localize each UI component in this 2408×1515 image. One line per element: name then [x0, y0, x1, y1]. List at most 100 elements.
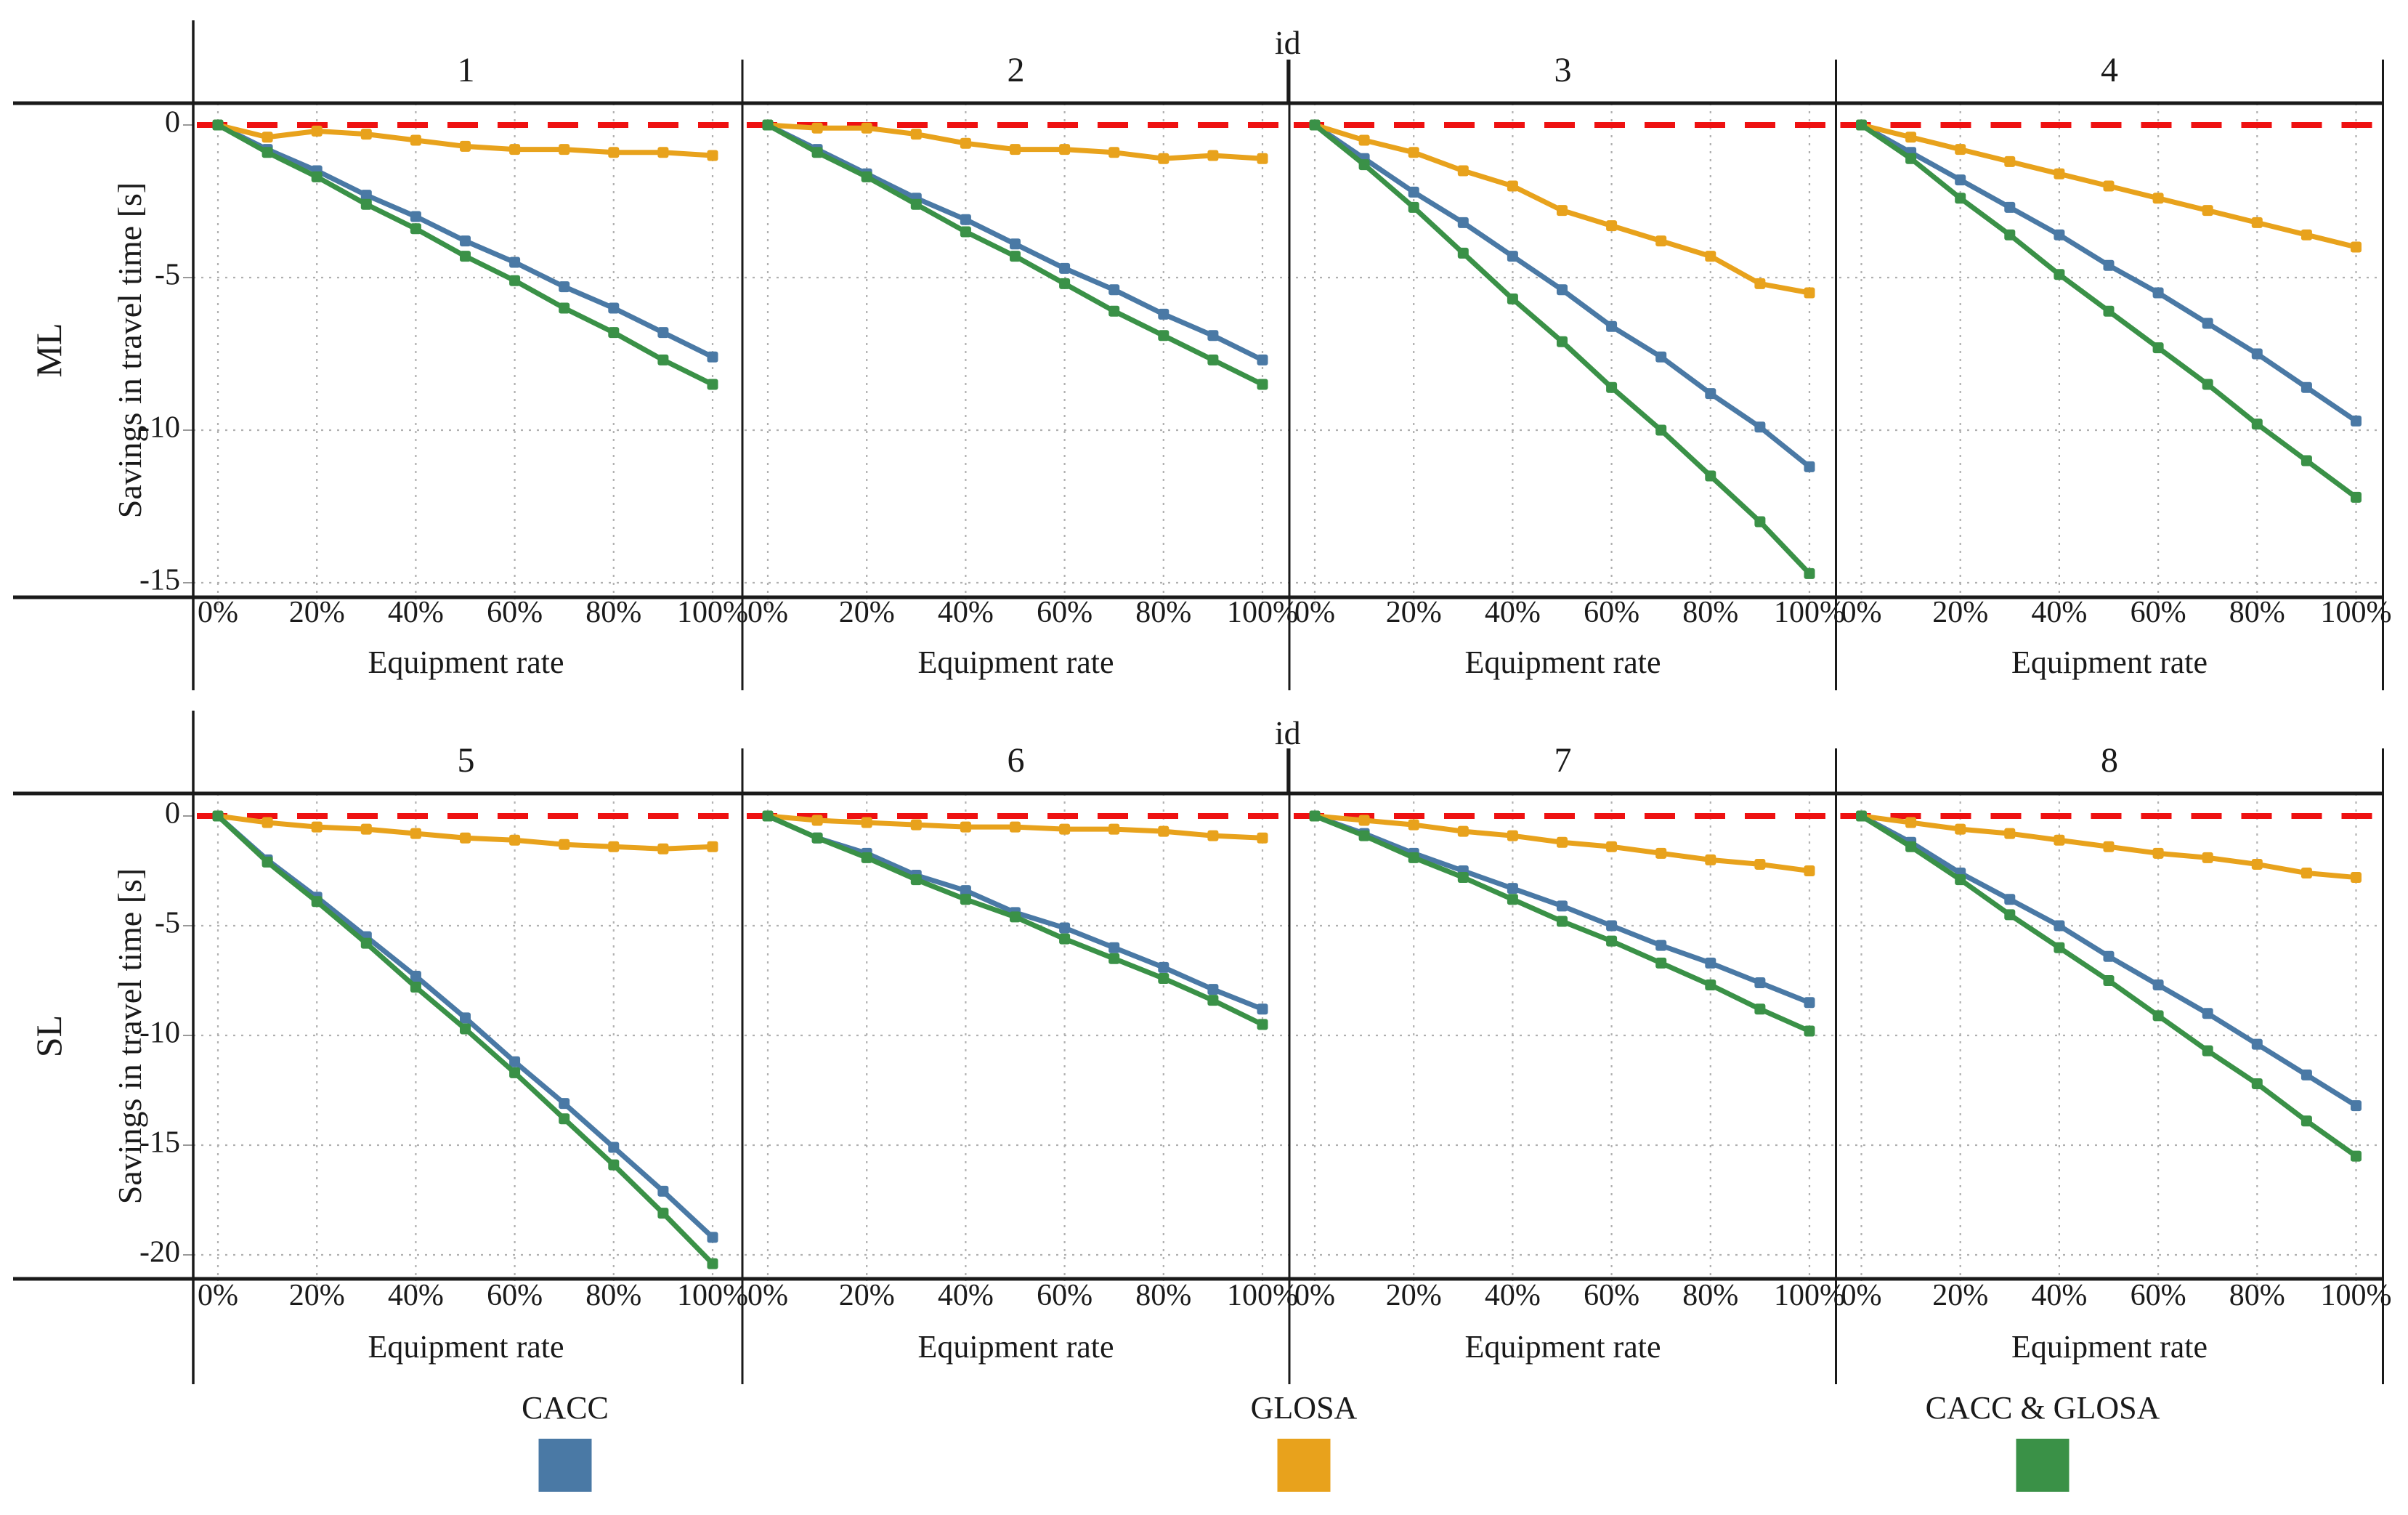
facet-panel-3: 0% 20% 40% 60% 80% 100% 3: [1294, 51, 1845, 629]
series-markers-cacc-glosa: [1309, 119, 1815, 579]
x-tick-label: 80%: [2229, 1279, 2285, 1312]
data-point: [1457, 825, 1469, 837]
data-point: [861, 122, 872, 134]
data-point: [1358, 830, 1370, 841]
x-tick-label: 60%: [1037, 596, 1092, 629]
x-tick-label: 0%: [1294, 1279, 1335, 1312]
data-point: [1655, 351, 1667, 363]
y-tick-label: -15: [139, 564, 180, 597]
x-axis-title: Equipment rate: [1464, 645, 1661, 680]
data-point: [212, 810, 224, 822]
data-point: [509, 256, 521, 268]
data-point: [1207, 830, 1219, 841]
x-tick-label: 40%: [938, 596, 994, 629]
data-point: [1557, 284, 1568, 296]
x-tick-label: 40%: [1485, 1279, 1541, 1312]
data-point: [1655, 235, 1667, 247]
data-point: [2202, 1045, 2213, 1057]
data-point: [1207, 330, 1219, 342]
data-point: [2202, 379, 2213, 390]
data-point: [2351, 1100, 2362, 1112]
x-tick-label: 20%: [839, 1279, 895, 1312]
data-point: [1507, 883, 1518, 894]
data-point: [311, 896, 323, 908]
legend-swatch-glosa: [1277, 1439, 1331, 1492]
data-point: [2202, 318, 2213, 329]
data-point: [559, 839, 570, 850]
x-tick-label: 80%: [1682, 596, 1738, 629]
legend: CACC GLOSA CACC & GLOSA: [522, 1390, 2160, 1492]
x-tick-label: 0%: [747, 596, 788, 629]
x-tick-label: 0%: [198, 596, 238, 629]
data-point: [1010, 144, 1021, 155]
data-point: [1955, 144, 1966, 155]
data-point: [2054, 942, 2065, 953]
facet-title: 7: [1554, 741, 1572, 780]
data-point: [1158, 308, 1169, 320]
data-point: [509, 1056, 521, 1067]
data-point: [2251, 217, 2263, 228]
data-point: [1955, 193, 1966, 204]
data-point: [2300, 381, 2312, 393]
data-point: [1257, 379, 1268, 390]
x-tick-label: 100%: [1774, 596, 1845, 629]
legend-swatch-cacc-glosa: [2016, 1439, 2069, 1492]
data-point: [861, 817, 872, 828]
data-point: [2152, 193, 2164, 204]
data-point: [2251, 419, 2263, 430]
data-point: [1905, 153, 1917, 164]
data-point: [1158, 153, 1169, 164]
data-point: [410, 982, 421, 993]
data-point: [360, 190, 372, 201]
x-tick-label: 0%: [747, 1279, 788, 1312]
data-point: [1059, 144, 1071, 155]
data-point: [1856, 119, 1867, 131]
x-tick-label: 60%: [1584, 596, 1639, 629]
data-point: [657, 147, 669, 158]
data-point: [1108, 284, 1120, 296]
series-markers-glosa: [762, 119, 1268, 164]
data-point: [2251, 348, 2263, 360]
facet-title: 8: [2101, 741, 2118, 780]
x-tick-label: 60%: [487, 1279, 543, 1312]
x-tick-label: 0%: [1841, 596, 1882, 629]
data-point: [960, 885, 971, 897]
x-axis-title: Equipment rate: [1464, 1329, 1661, 1365]
data-point: [910, 819, 922, 831]
x-axis-title: Equipment rate: [368, 645, 564, 680]
data-point: [1108, 305, 1120, 317]
data-point: [1655, 424, 1667, 436]
data-point: [1754, 278, 1766, 289]
data-point: [2103, 305, 2115, 317]
data-point: [1905, 817, 1917, 828]
data-point: [1408, 819, 1419, 831]
data-point: [311, 821, 323, 833]
data-point: [608, 327, 620, 339]
data-point: [1358, 815, 1370, 826]
data-point: [559, 1098, 570, 1110]
data-point: [707, 150, 718, 161]
data-point: [1705, 854, 1716, 865]
data-point: [262, 856, 273, 868]
data-point: [311, 171, 323, 182]
series-markers-cacc-glosa: [212, 119, 718, 390]
data-point: [960, 821, 971, 833]
data-point: [2004, 909, 2016, 921]
x-tick-label: 40%: [2031, 596, 2087, 629]
data-point: [657, 327, 669, 339]
data-point: [1158, 972, 1169, 984]
facet-row-ml: 0-5-10-150% 20% 40% 60% 80% 100%10% 20% 40% 60% 8…: [13, 20, 2392, 690]
data-point: [262, 147, 273, 158]
data-point: [262, 132, 273, 143]
data-point: [1955, 874, 1966, 886]
x-tick-label: 100%: [677, 1279, 748, 1312]
x-tick-label: 40%: [1485, 596, 1541, 629]
facet-panel-2: 0% 20% 40% 60% 80% 100% 2: [747, 51, 1298, 629]
series-markers-cacc-glosa: [1856, 119, 2362, 503]
data-point: [2103, 950, 2115, 962]
data-point: [2054, 269, 2065, 280]
data-point: [861, 171, 872, 182]
data-point: [509, 834, 521, 846]
data-point: [1705, 470, 1716, 482]
